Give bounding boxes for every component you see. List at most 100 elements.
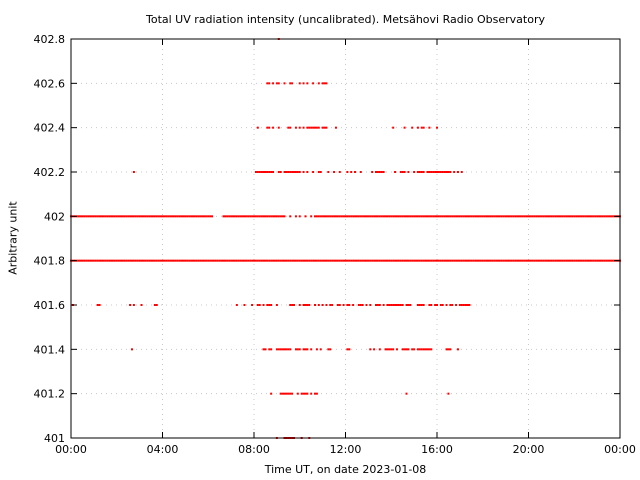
data-point [346, 215, 349, 218]
data-point [314, 392, 316, 395]
data-point [321, 304, 324, 306]
data-point [140, 259, 143, 262]
data-point [106, 259, 109, 262]
data-point [102, 259, 105, 262]
data-point [388, 304, 391, 306]
data-point [296, 171, 299, 173]
data-point [548, 215, 551, 218]
data-point [211, 215, 214, 218]
data-point [390, 215, 393, 218]
data-point [594, 215, 597, 218]
data-point [319, 348, 322, 351]
data-point [464, 259, 467, 262]
data-point [418, 171, 421, 173]
data-point [272, 82, 275, 85]
x-tick-label: 00:00 [604, 443, 636, 456]
data-point [195, 259, 198, 262]
data-point [89, 259, 92, 262]
data-point [540, 215, 543, 218]
data-point [249, 259, 252, 262]
data-point [262, 215, 265, 218]
data-point [375, 304, 377, 306]
data-point [428, 215, 431, 218]
data-point [413, 348, 416, 351]
data-point [260, 259, 263, 262]
data-point [331, 215, 334, 218]
data-point [298, 171, 301, 173]
data-point [287, 259, 290, 262]
data-point [371, 259, 374, 262]
data-point [237, 259, 240, 262]
data-point [298, 82, 301, 85]
data-point [451, 259, 454, 262]
data-point [285, 348, 288, 351]
data-point [384, 348, 387, 351]
data-point [275, 215, 278, 218]
data-point [182, 215, 185, 218]
data-point [350, 215, 353, 218]
y-tick-label: 401 [44, 432, 65, 445]
data-point [279, 259, 282, 262]
data-point [270, 259, 273, 262]
data-point [287, 126, 290, 129]
data-point [239, 259, 242, 262]
data-point [123, 259, 126, 262]
data-point [159, 215, 162, 218]
data-point [375, 171, 377, 173]
data-point [315, 215, 318, 218]
data-point [300, 392, 303, 395]
data-point [340, 259, 343, 262]
data-point [601, 215, 604, 218]
data-point [260, 171, 263, 173]
data-point [451, 304, 454, 306]
data-point [367, 215, 370, 218]
data-point [588, 259, 591, 262]
data-point [386, 259, 389, 262]
data-point [342, 215, 345, 218]
data-point [437, 215, 440, 218]
grid-lines [71, 39, 620, 438]
data-point [462, 304, 465, 306]
data-point [447, 171, 450, 173]
data-point [489, 259, 492, 262]
data-point [443, 215, 446, 218]
data-point [96, 259, 99, 262]
data-point [392, 259, 395, 262]
data-point [407, 215, 410, 218]
data-point [319, 215, 322, 218]
data-point [314, 304, 316, 306]
data-point [270, 348, 273, 351]
data-point [85, 259, 88, 262]
data-point [226, 259, 229, 262]
data-point [110, 259, 113, 262]
data-point [394, 259, 397, 262]
data-point [291, 259, 294, 262]
data-point [268, 348, 271, 351]
data-point [131, 348, 133, 351]
data-point [439, 259, 442, 262]
data-point [550, 215, 553, 218]
data-point [226, 215, 229, 218]
data-point [584, 259, 587, 262]
data-point [348, 259, 351, 262]
data-point [334, 259, 337, 262]
data-point [294, 348, 297, 351]
data-point [300, 259, 303, 262]
data-point [517, 215, 520, 218]
data-point [279, 392, 282, 395]
data-point [256, 171, 259, 173]
data-point [558, 215, 560, 218]
data-point [142, 215, 145, 218]
data-point [521, 215, 524, 218]
data-point [409, 304, 412, 306]
data-point [289, 171, 292, 173]
data-point [445, 304, 448, 306]
data-point [258, 304, 261, 306]
data-point [201, 215, 204, 218]
data-point [603, 215, 606, 218]
data-point [294, 171, 297, 173]
data-point [134, 259, 137, 262]
data-point [190, 215, 193, 218]
data-point [340, 215, 343, 218]
data-point [293, 304, 296, 306]
